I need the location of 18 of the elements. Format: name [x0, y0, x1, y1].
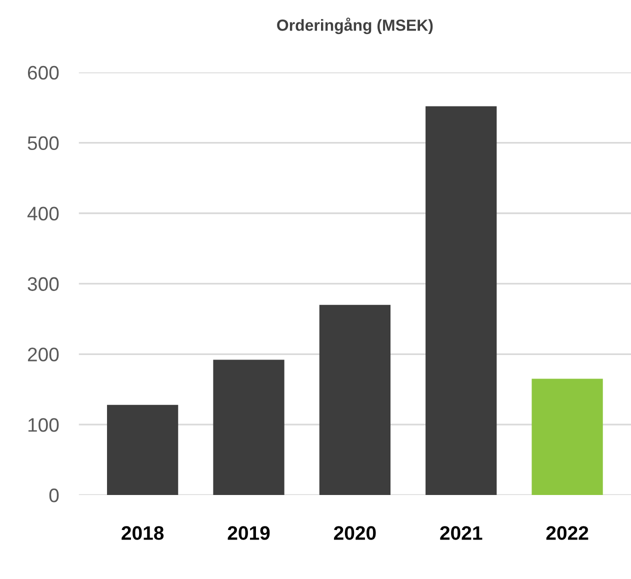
bar	[426, 106, 497, 496]
x-tick-label: 2020	[334, 526, 376, 540]
bar	[107, 404, 178, 496]
bar	[319, 304, 391, 496]
y-tick-label: 300	[28, 277, 59, 291]
y-tick-label: 600	[28, 66, 59, 80]
y-tick-label: 500	[28, 136, 59, 150]
y-tick-label: 400	[27, 206, 59, 220]
y-tick-label: 100	[28, 418, 59, 432]
x-tick-label: 2018	[122, 526, 164, 540]
x-tick-label: 2021	[440, 526, 482, 540]
bar	[213, 360, 284, 496]
chart-title: Orderingång (MSEK)	[277, 18, 433, 34]
x-tick-label: 2019	[228, 526, 270, 540]
x-tick-label: 2022	[546, 526, 588, 540]
bar	[532, 378, 603, 496]
y-tick-label: 200	[28, 348, 59, 362]
y-tick-label: 0	[49, 488, 59, 502]
